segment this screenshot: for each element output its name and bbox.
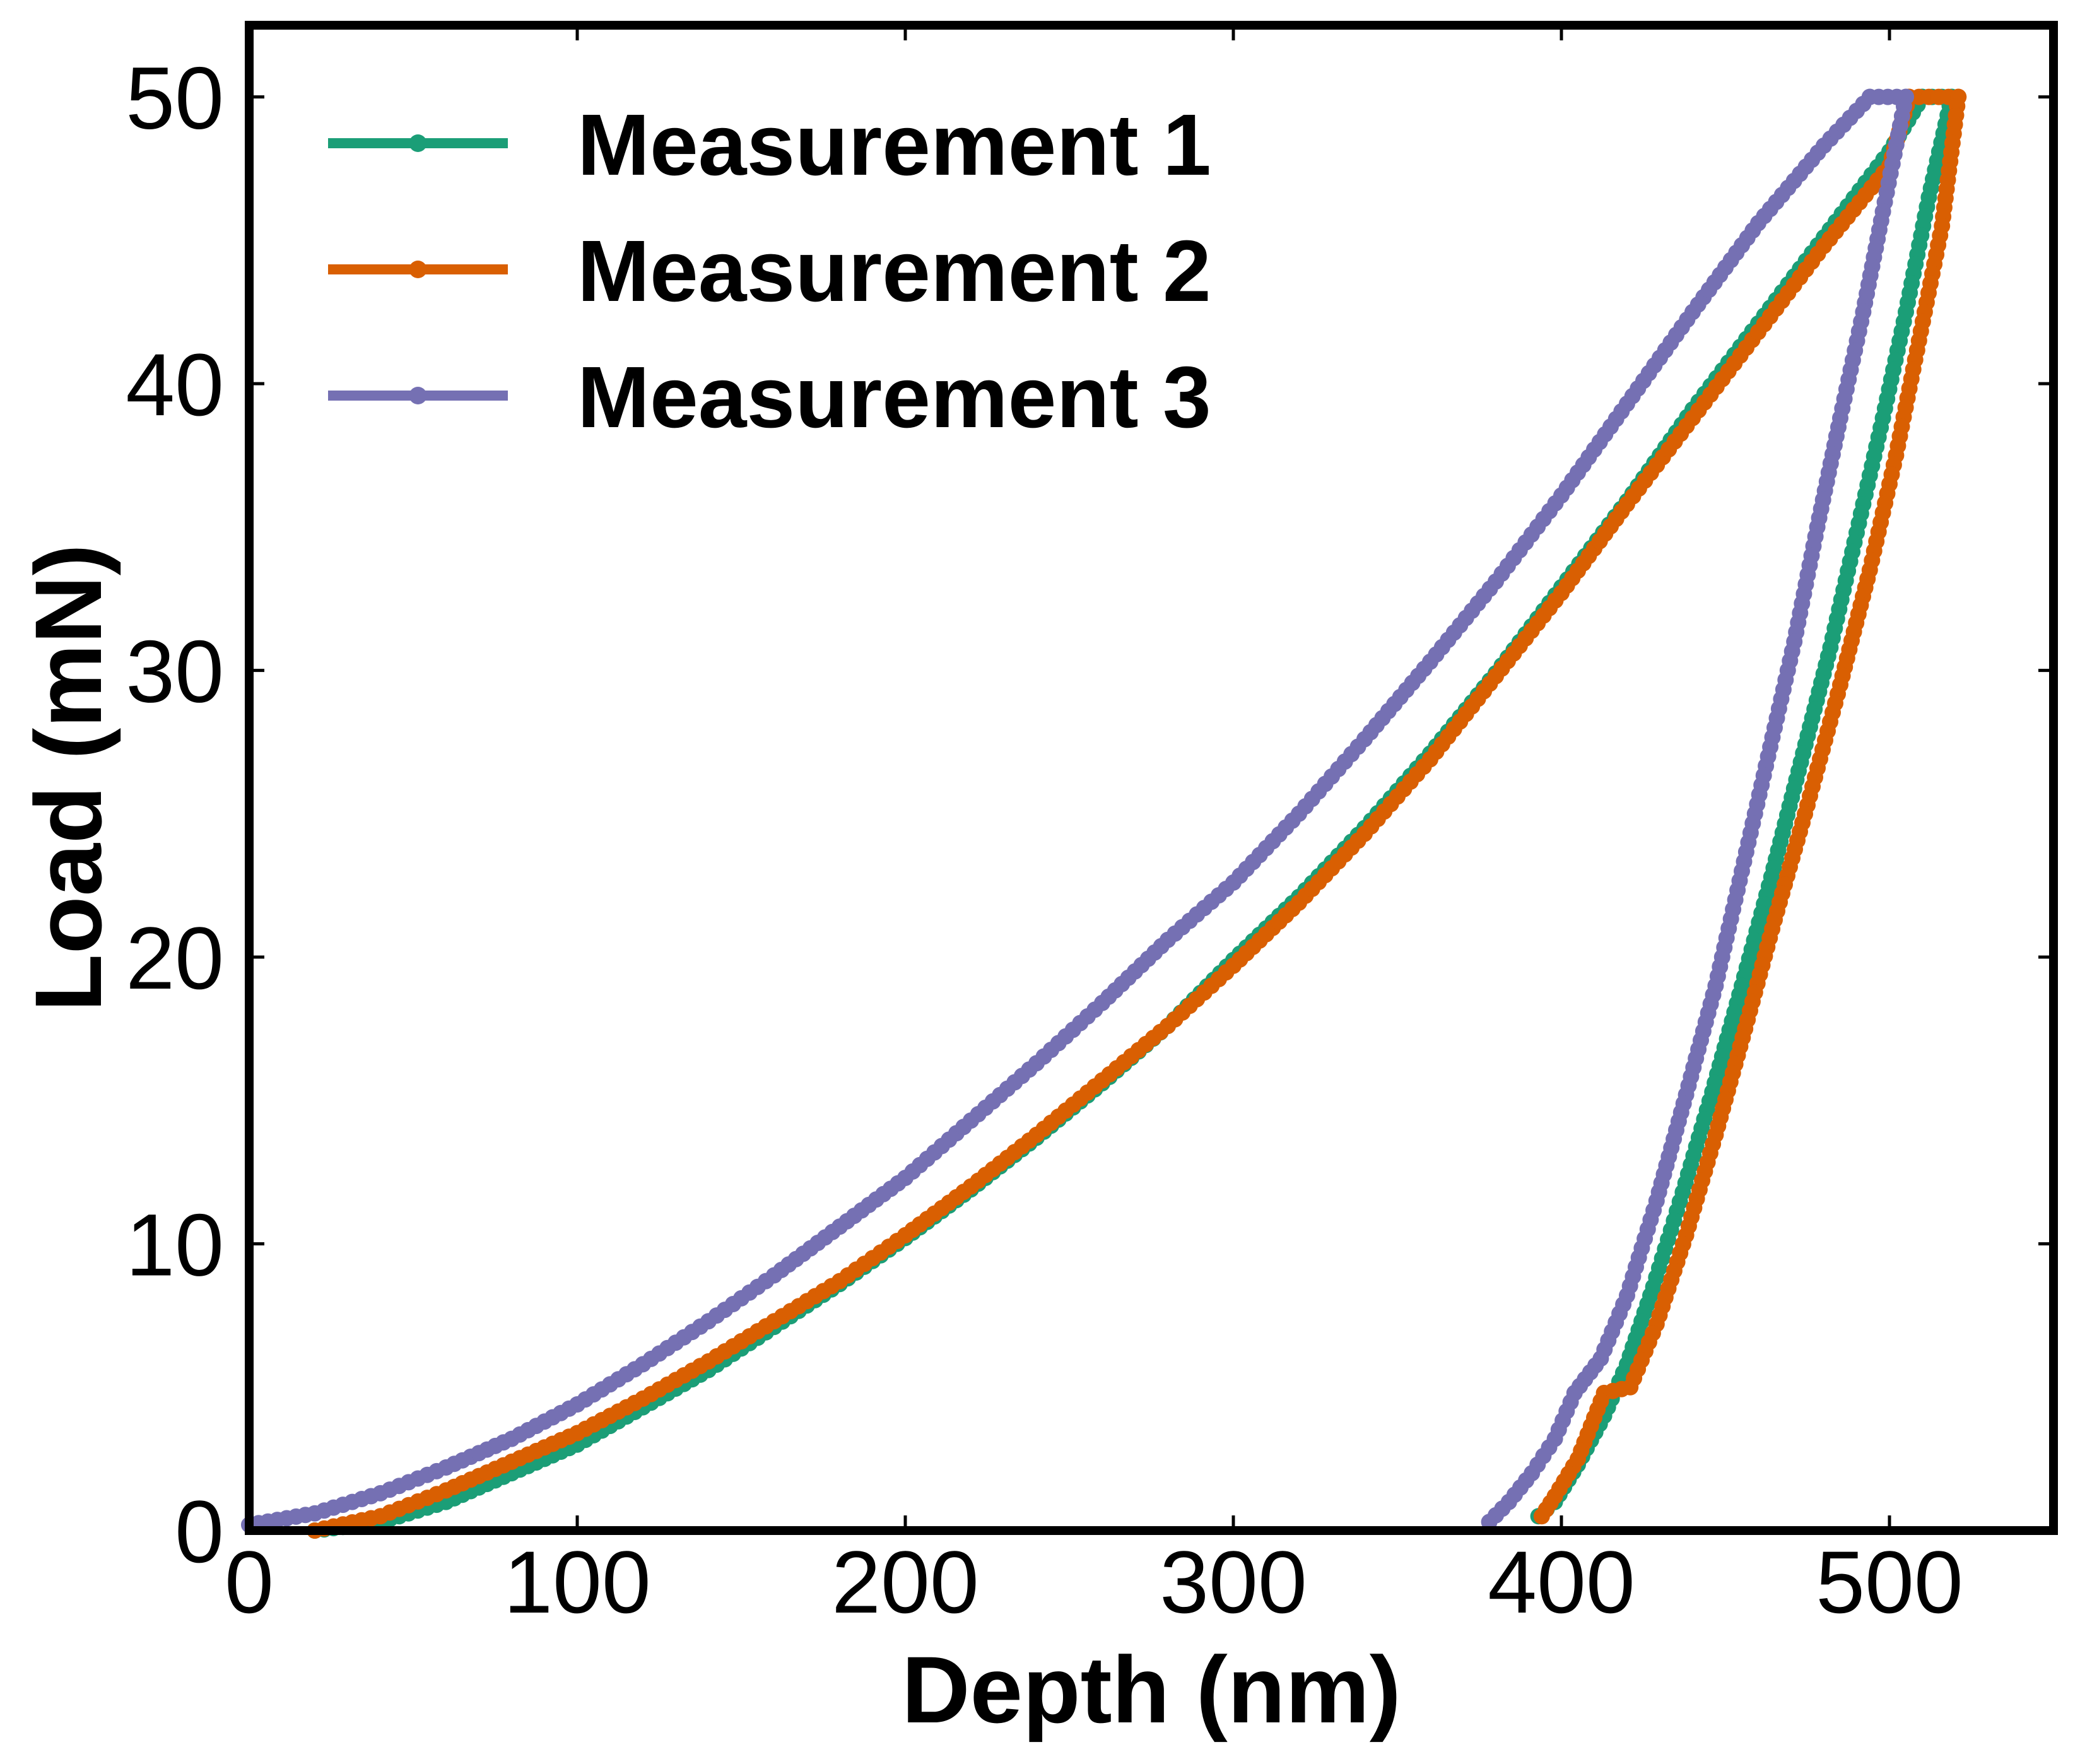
legend-label: Measurement 2 <box>577 223 1211 320</box>
legend-swatch-marker <box>409 387 427 404</box>
series-3-data-point <box>1481 1514 1498 1531</box>
legend-swatch-marker <box>409 261 427 278</box>
legend-item-1: Measurement 1 <box>328 97 1211 194</box>
series-2-data-point <box>1533 1508 1550 1525</box>
x-tick-label: 100 <box>503 1532 651 1632</box>
y-tick-label: 0 <box>175 1482 224 1581</box>
x-tick-label: 400 <box>1488 1532 1635 1632</box>
y-axis-title: Load (mN) <box>15 544 121 1012</box>
legend-item-2: Measurement 2 <box>328 223 1211 320</box>
y-tick-label: 50 <box>126 49 224 148</box>
series-2 <box>307 88 1967 1539</box>
axis-ticks: 0 100 200 300 400 500 0 10 20 30 40 50 <box>126 25 2054 1632</box>
legend-label: Measurement 3 <box>577 349 1211 446</box>
y-tick-label: 20 <box>126 908 224 1008</box>
legend: Measurement 1 Measurement 2 Measurement 3 <box>328 97 1211 446</box>
plot-frame <box>245 21 2058 1535</box>
x-tick-label: 500 <box>1816 1532 1963 1632</box>
y-tick-label: 10 <box>126 1196 224 1295</box>
x-tick-label: 200 <box>831 1532 979 1632</box>
legend-label: Measurement 1 <box>577 97 1211 194</box>
series-1-unloading-line <box>1533 91 1957 1522</box>
x-axis-title: Depth (nm) <box>902 1637 1401 1743</box>
x-tick-label: 0 <box>225 1532 274 1632</box>
y-tick-label: 30 <box>126 622 224 721</box>
legend-swatch-marker <box>409 134 427 152</box>
x-tick-label: 300 <box>1160 1532 1307 1632</box>
legend-item-3: Measurement 3 <box>328 349 1211 446</box>
y-tick-label: 40 <box>126 335 224 434</box>
series-group <box>241 88 1967 1539</box>
series-3 <box>241 88 1914 1533</box>
